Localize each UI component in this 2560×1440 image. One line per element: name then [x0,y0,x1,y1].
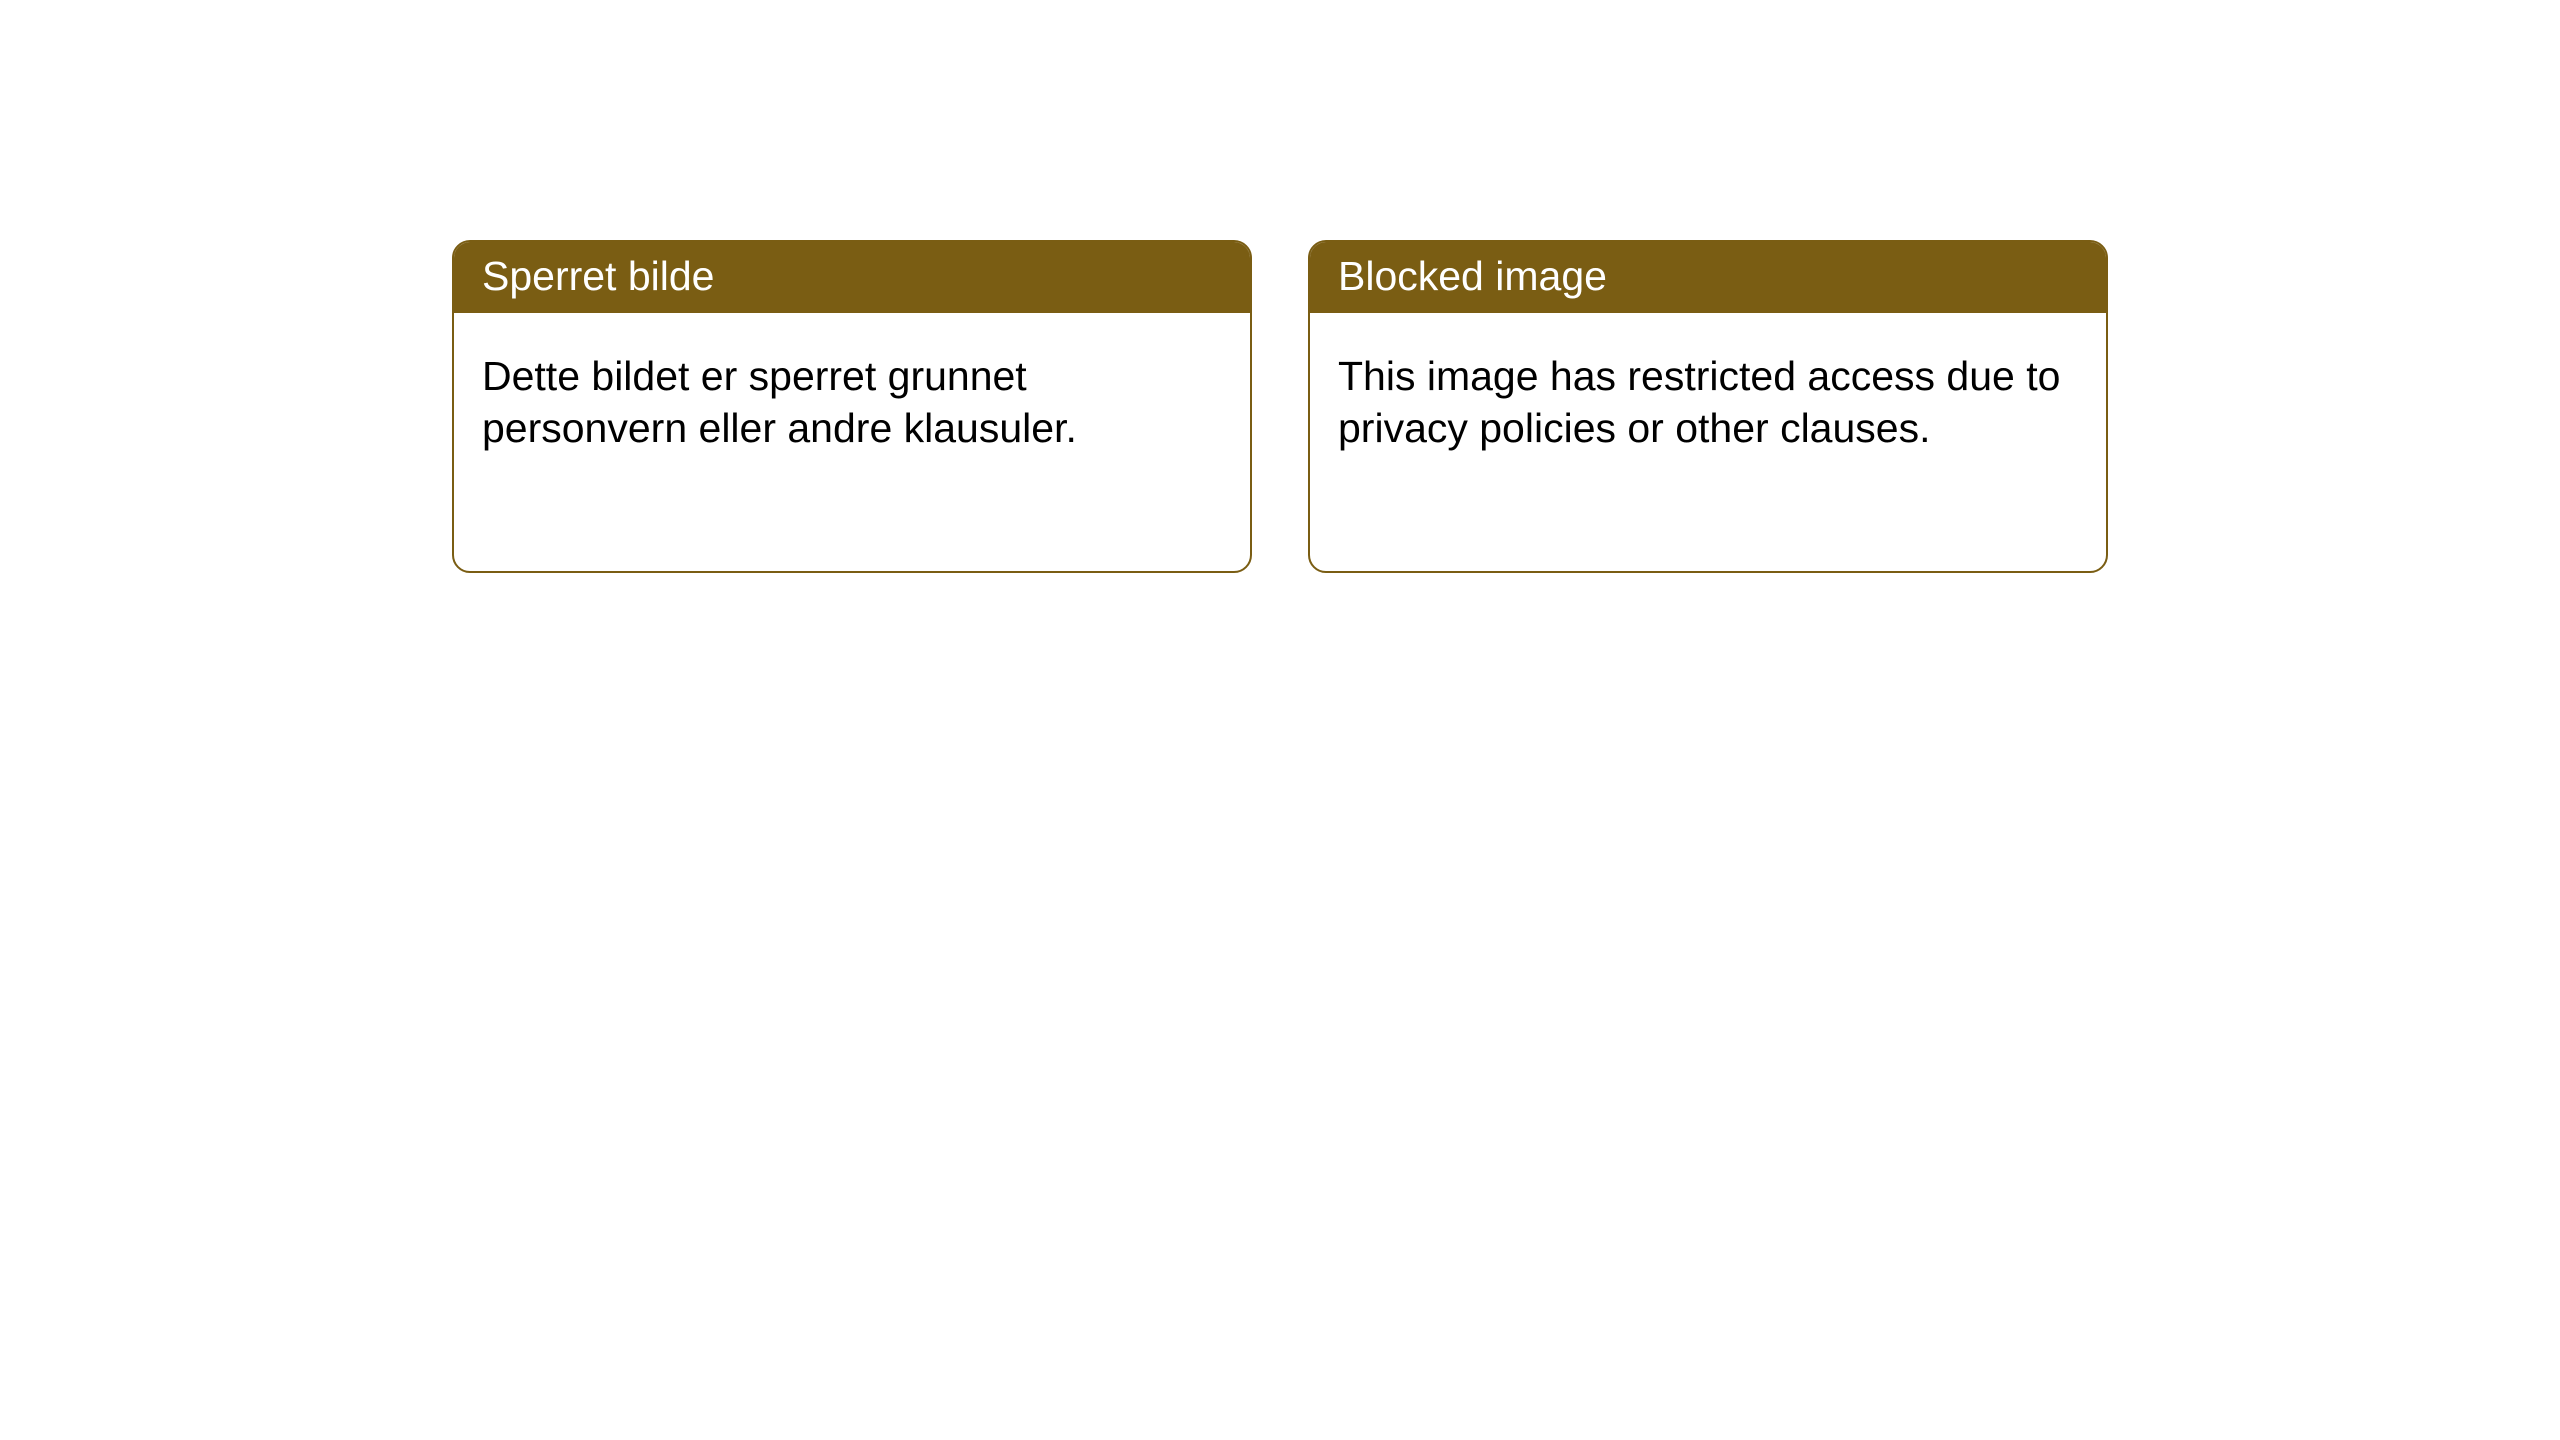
notice-header: Sperret bilde [454,242,1250,313]
notice-card-norwegian: Sperret bilde Dette bildet er sperret gr… [452,240,1252,573]
notice-card-english: Blocked image This image has restricted … [1308,240,2108,573]
notice-header: Blocked image [1310,242,2106,313]
notice-body-text: This image has restricted access due to … [1338,353,2060,451]
notice-title: Sperret bilde [482,253,714,299]
notice-title: Blocked image [1338,253,1607,299]
notice-body: Dette bildet er sperret grunnet personve… [454,313,1250,482]
notice-container: Sperret bilde Dette bildet er sperret gr… [452,240,2108,573]
notice-body-text: Dette bildet er sperret grunnet personve… [482,353,1077,451]
notice-body: This image has restricted access due to … [1310,313,2106,482]
